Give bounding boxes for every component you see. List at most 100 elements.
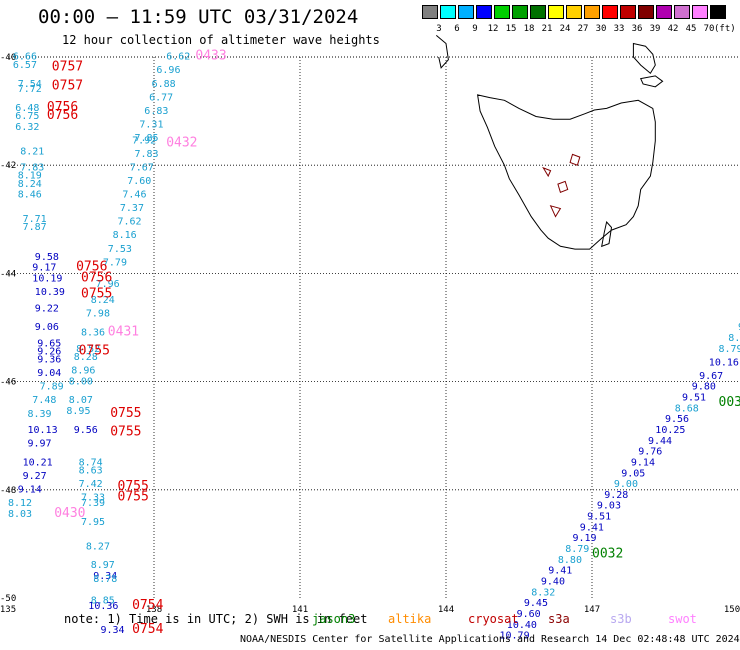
wave-height-label: 7.71 [23, 214, 47, 225]
wave-height-label: 9.05 [621, 468, 645, 479]
satellite-legend-swot: swot [668, 612, 697, 626]
map-title: 00:00 — 11:59 UTC 03/31/2024 [38, 6, 359, 28]
wave-height-label: 9.67 [699, 371, 723, 382]
wave-height-label: 9.28 [604, 490, 628, 501]
colorbar-label: 6 [454, 24, 460, 34]
colorbar-swatch [674, 5, 690, 19]
wave-height-label: 7.33 [81, 493, 105, 504]
wave-height-label: 9.40 [541, 577, 565, 588]
pass-time-label: 0755 [110, 425, 141, 440]
lon-tick-label: 141 [292, 605, 308, 615]
wave-height-label: 9.76 [638, 447, 662, 458]
wave-height-label: 10.16 [709, 357, 739, 368]
wave-height-label: 8.85 [91, 595, 115, 606]
wave-height-label: 7.42 [79, 479, 103, 490]
wave-height-label: 7.72 [18, 84, 42, 95]
wave-height-label: 8.00 [69, 376, 93, 387]
pass-time-label: 0431 [108, 325, 139, 340]
note-text: note: 1) Time is in UTC; 2) SWH is in fe… [64, 612, 368, 626]
colorbar-swatch [656, 5, 672, 19]
wave-height-label: 10.79 [500, 631, 530, 642]
wave-height-label: 9.60 [517, 609, 541, 620]
wave-height-label: 8.21 [20, 146, 44, 157]
wave-height-label: 9.58 [35, 252, 59, 263]
wave-height-label: 8.78 [93, 574, 117, 585]
wave-height-label: 8.32 [531, 587, 555, 598]
colorbar-label: 36 [631, 24, 643, 34]
wave-height-label: 8.52 [76, 344, 100, 355]
lat-tick-label: -40 [0, 53, 16, 63]
wave-height-label: 7.87 [23, 222, 47, 233]
colorbar-swatch [458, 5, 474, 19]
wave-height-label: 8.63 [79, 466, 103, 477]
wave-height-label: 8.16 [113, 230, 137, 241]
lat-tick-label: -42 [0, 161, 16, 171]
wave-height-label: 10.19 [32, 274, 62, 285]
pass-time-label: 0755 [118, 490, 149, 505]
wave-height-label: 10.40 [507, 620, 537, 631]
colorbar-label: 27 [577, 24, 589, 34]
wave-height-label: 8.46 [18, 190, 42, 201]
wave-height-label: 8.19 [18, 171, 42, 182]
flinders-island-outline [632, 42, 656, 74]
wave-height-label: 10.36 [88, 601, 118, 612]
colorbar-swatch [584, 5, 600, 19]
colorbar-label: 24 [559, 24, 571, 34]
lon-tick-label: 138 [146, 605, 162, 615]
lake-outline [557, 180, 569, 193]
wave-height-label: 9.14 [631, 458, 655, 469]
colorbar-swatch [566, 5, 582, 19]
wave-height-label: 9.06 [35, 322, 59, 333]
pass-time-label: 0755 [110, 406, 141, 421]
pass-time-label: 0755 [79, 344, 110, 359]
wave-height-label: 7.46 [122, 190, 146, 201]
wave-height-label: 7.48 [32, 395, 56, 406]
wave-height-label: 9.34 [101, 625, 125, 636]
wave-height-label: 9.00 [614, 479, 638, 490]
colorbar-label: 12 [487, 24, 499, 34]
wave-height-label: 6.32 [15, 122, 39, 133]
wave-height-label: 8.12 [8, 498, 32, 509]
satellite-legend-altika: altika [388, 612, 432, 626]
wave-height-label: 9.65 [37, 338, 61, 349]
wave-height-label: 8.96 [71, 366, 95, 377]
wave-height-label: 9.80 [692, 382, 716, 393]
wave-height-label: 9.22 [35, 303, 59, 314]
wave-height-label: 7.31 [139, 119, 163, 130]
pass-time-label: 0756 [81, 271, 112, 286]
colorbar-swatch [512, 5, 528, 19]
colorbar-label: 30 [595, 24, 607, 34]
colorbar-swatch [530, 5, 546, 19]
pass-time-labels: 0757075707560756043204330756075607550431… [47, 49, 740, 638]
wave-height-label: 8.2 [728, 333, 740, 344]
wave-height-label: 8.39 [28, 409, 52, 420]
lon-tick-label: 144 [438, 605, 454, 615]
satellite-legend-cryosat: cryosat [468, 612, 519, 626]
colorbar-swatch [620, 5, 636, 19]
wave-height-label: 8.80 [558, 555, 582, 566]
wave-height-label: 9.14 [18, 485, 42, 496]
colorbar-swatch [710, 5, 726, 19]
wave-height-label: 7.85 [135, 133, 159, 144]
colorbar-swatch [476, 5, 492, 19]
wave-height-label: 6.83 [144, 106, 168, 117]
wave-height-label: 9.41 [580, 522, 604, 533]
pass-time-label: 0033 [719, 395, 740, 410]
wave-height-label: 9.17 [32, 263, 56, 274]
wave-height-label: 9.04 [37, 368, 61, 379]
wave-height-label: 9.26 [37, 347, 61, 358]
wave-height-label: 9 [738, 322, 740, 333]
wave-height-label: 9.41 [548, 566, 572, 577]
colorbar-label: 70 [703, 24, 715, 34]
wave-height-label: 7.89 [40, 382, 64, 393]
wave-height-label: 9.27 [23, 471, 47, 482]
lake-outline [569, 153, 581, 166]
wave-height-label: 6.77 [149, 92, 173, 103]
satellite-legend-s3b: s3b [610, 612, 632, 626]
wave-height-label: 9.19 [573, 533, 597, 544]
colorbar-swatch [422, 5, 438, 19]
pass-time-label: 0756 [47, 108, 78, 123]
wave-height-label: 9.44 [648, 436, 672, 447]
colorbar-swatch [548, 5, 564, 19]
lat-tick-label: -50 [0, 594, 16, 604]
